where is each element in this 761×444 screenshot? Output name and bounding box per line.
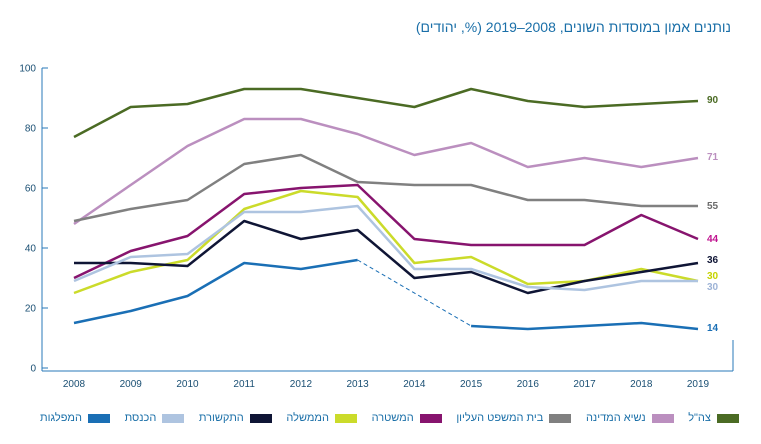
end-label-7: 14	[707, 323, 719, 334]
legend-item-0: צה"ל	[688, 412, 739, 424]
x-tick-label: 2009	[120, 379, 143, 390]
legend-label: הממשלה	[286, 412, 329, 424]
x-tick-label: 2017	[573, 379, 596, 390]
series-line-2	[73, 153, 698, 223]
legend-item-2: בית המשפט העליון	[456, 412, 572, 424]
series-line-1	[73, 117, 699, 226]
series-gap-dashed-7	[357, 259, 472, 327]
end-label-4: 30	[707, 271, 719, 282]
chart-title: נותנים אמון במוסדות השונים, 2008–2019 (%…	[415, 19, 731, 35]
legend-swatch	[334, 413, 357, 423]
end-label-6: 30	[707, 282, 719, 293]
end-label-5: 36	[707, 255, 719, 266]
y-tick-label: 60	[25, 184, 37, 195]
end-label-2: 55	[707, 201, 719, 212]
end-labels-layer: 90 71 55 44 30 36 30 14	[707, 95, 719, 334]
y-tick-label: 0	[30, 364, 36, 375]
legend-label: המשטרה	[371, 412, 414, 424]
x-tick-label: 2012	[290, 379, 313, 390]
x-tick-label: 2016	[517, 379, 540, 390]
legend-label: בית המשפט העליון	[456, 412, 544, 424]
legend-label: צה"ל	[688, 412, 711, 424]
legend-swatch	[651, 413, 674, 423]
chart-axes: 0 20 40 60 80 100 2008 2009 2010 2011 2012 2013 2014…	[19, 64, 734, 390]
legend-swatch	[716, 413, 739, 423]
x-tick-label: 2011	[233, 379, 255, 390]
x-tick-label: 2014	[403, 379, 426, 390]
x-tick-label: 2010	[176, 379, 199, 390]
y-tick-label: 40	[25, 244, 37, 255]
series-layer	[73, 87, 699, 331]
series-line-7	[73, 258, 358, 325]
x-tick-label: 2008	[63, 379, 86, 390]
end-label-0: 90	[707, 95, 719, 106]
legend-swatch	[249, 413, 272, 423]
end-label-1: 71	[707, 152, 719, 163]
x-tick-label: 2015	[460, 379, 483, 390]
legend-swatch	[549, 413, 572, 423]
legend-item-1: נשיא המדינה	[586, 412, 674, 424]
legend-item-6: הכנסת	[125, 412, 185, 424]
legend-swatch	[162, 413, 185, 423]
series-line-6	[73, 204, 698, 292]
series-line-3	[73, 183, 699, 280]
y-tick-label: 20	[25, 304, 37, 315]
series-line-0	[73, 87, 699, 139]
legend-swatch	[419, 413, 442, 423]
series-line-5	[74, 219, 699, 295]
legend-swatch	[87, 413, 110, 423]
legend-item-7: המפלגות	[40, 412, 110, 424]
series-line-7	[471, 321, 699, 331]
legend-item-3: המשטרה	[372, 412, 442, 424]
legend-item-5: התקשורת	[199, 412, 272, 424]
x-tick-label: 2019	[687, 379, 710, 390]
end-label-3: 44	[707, 234, 719, 245]
legend-label: התקשורת	[198, 412, 244, 424]
x-tick-label: 2018	[630, 379, 653, 390]
y-tick-label: 80	[25, 124, 37, 135]
x-tick-label: 2013	[347, 379, 370, 390]
y-tick-label: 100	[19, 64, 36, 75]
legend-label: נשיא המדינה	[585, 412, 646, 424]
legend-item-4: הממשלה	[286, 412, 357, 424]
legend-label: המפלגות	[40, 412, 82, 424]
chart-legend: צה"ל נשיא המדינה בית המשפט העליון המשטרה הממ…	[40, 409, 739, 427]
legend-label: הכנסת	[124, 412, 157, 424]
